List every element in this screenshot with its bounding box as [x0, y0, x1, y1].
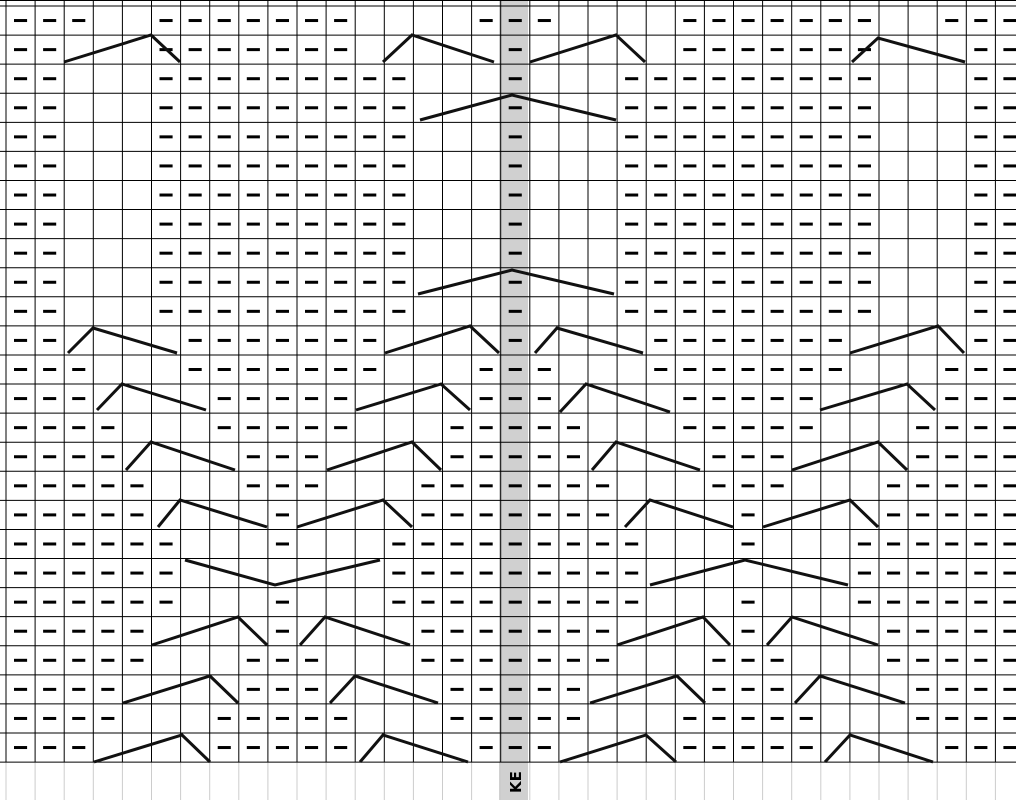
cable: [590, 440, 701, 472]
cable: [793, 674, 906, 705]
cable: [184, 558, 381, 587]
cable: [823, 733, 934, 764]
cable: [63, 33, 182, 64]
cable: [326, 440, 443, 472]
cable: [559, 733, 678, 764]
cable: [66, 326, 178, 355]
cable: [381, 33, 495, 64]
cable: [384, 324, 501, 355]
purl-symbols: [14, 19, 1016, 750]
cable: [616, 615, 732, 647]
cable: [529, 33, 647, 64]
cable: [850, 36, 966, 64]
cable: [849, 324, 966, 355]
cable: [93, 733, 212, 764]
cable: [765, 615, 879, 647]
cable: [156, 498, 268, 529]
grid: [0, 0, 1016, 763]
cable: [296, 498, 414, 529]
cable: [151, 615, 269, 647]
cable-symbols: [63, 33, 966, 764]
cable: [95, 382, 207, 412]
cable: [358, 733, 469, 764]
cable: [762, 498, 880, 529]
cable: [122, 674, 240, 705]
cable: [649, 558, 849, 587]
cable: [417, 268, 615, 296]
cable: [328, 674, 439, 705]
cable: [124, 440, 236, 472]
cable: [589, 674, 707, 705]
cable: [819, 382, 937, 412]
cable: [533, 326, 644, 355]
cable: [355, 382, 472, 412]
cable: [298, 615, 411, 647]
cable: [623, 498, 734, 529]
column-label: KE: [507, 771, 525, 793]
cable: [419, 93, 617, 122]
cable: [791, 440, 909, 472]
lower-grid: [5, 762, 996, 800]
cable: [558, 382, 671, 414]
